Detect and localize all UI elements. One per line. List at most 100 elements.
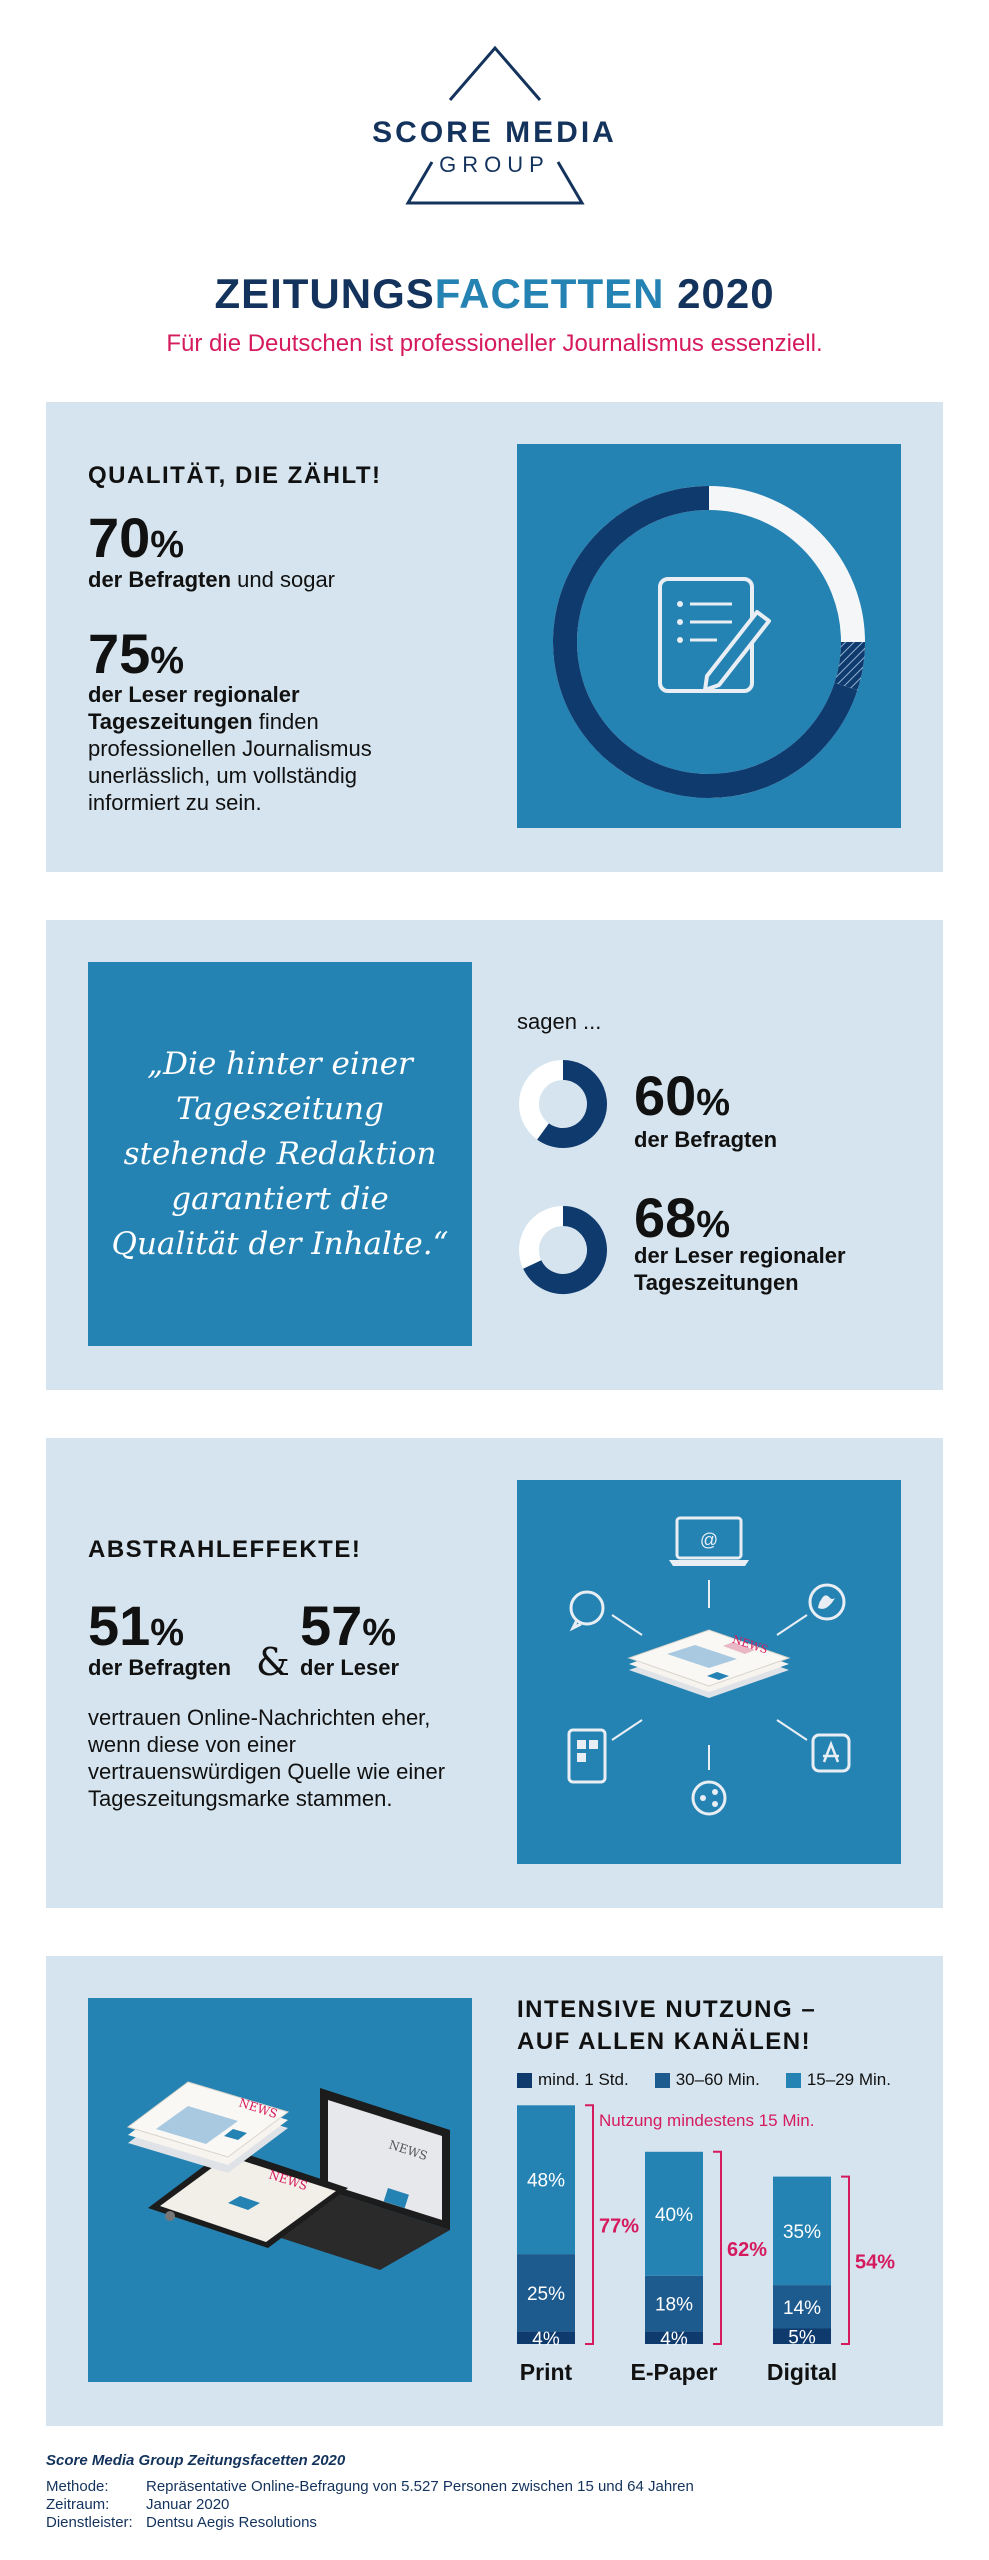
ring-segment-75	[834, 641, 865, 691]
footer-value: Repräsentative Online-Befragung von 5.52…	[146, 2478, 694, 2495]
footer-key: Methode:	[46, 2478, 109, 2495]
stat-68-pct: %	[696, 1204, 731, 1246]
stat-51: 51%	[88, 1598, 184, 1654]
stat-57-label: der Leser	[300, 1655, 400, 1680]
logo-wordmark-sub: GROUP	[439, 152, 550, 177]
stat-60-label: der Befragten	[634, 1127, 778, 1152]
footer-row-provider: Dienstleister: Dentsu Aegis Resolutions	[46, 2514, 317, 2531]
stat-70-rest: und sogar	[231, 567, 336, 592]
stat-70-pct: %	[150, 524, 185, 566]
devices-illustration: NEWS NEWS NEWS	[126, 2081, 450, 2270]
legend-label: 30–60 Min.	[675, 2070, 760, 2089]
usage-title: INTENSIVE NUTZUNG – AUF ALLEN KANÄLEN!	[517, 1994, 816, 2058]
bar-segment-label: 4%	[660, 2329, 688, 2350]
bar-segment-label: 14%	[783, 2298, 821, 2319]
stat-75-pct: %	[150, 640, 185, 682]
legend-item-30-60: 30–60 Min.	[654, 2070, 760, 2090]
stat-68: 68%	[634, 1190, 730, 1246]
donut-60-value	[537, 1060, 607, 1148]
usage-legend: mind. 1 Std. 30–60 Min. 15–29 Min.	[517, 2070, 891, 2090]
page-title: ZEITUNGSFACETTEN 2020	[0, 270, 989, 318]
bar-segment	[773, 2176, 831, 2286]
page-title-part2: FACETTEN	[434, 270, 665, 317]
twitter-icon	[808, 1583, 846, 1621]
stat-75-number: 75	[88, 622, 151, 685]
ampersand: &	[256, 1640, 290, 1684]
footer-key: Zeitraum:	[46, 2496, 110, 2513]
laptop-icon: @	[669, 1516, 749, 1566]
legend-item-1h: mind. 1 Std.	[517, 2070, 629, 2090]
tablet-icon	[567, 1728, 607, 1784]
logo: SCORE MEDIA GROUP	[0, 40, 989, 220]
bar-segment-label: 4%	[532, 2329, 560, 2350]
stat-60: 60%	[634, 1068, 730, 1124]
stat-57-pct: %	[362, 1612, 397, 1654]
bar-segment	[773, 2285, 831, 2329]
legend-label: mind. 1 Std.	[538, 2070, 629, 2089]
quote-box: „Die hinter einer Tageszeitung stehende …	[88, 962, 472, 1346]
bar-segment-label: 18%	[655, 2295, 693, 2316]
legend-swatch	[785, 2072, 801, 2088]
logo-wordmark: SCORE MEDIA	[372, 116, 617, 149]
total-bracket	[585, 2104, 594, 2345]
total-bracket	[841, 2175, 850, 2345]
bar-segment	[517, 2105, 575, 2255]
section-quality-kicker: QUALITÄT, DIE ZÄHLT!	[88, 462, 382, 489]
spillover-body: vertrauen Online-Nachrichten eher, wenn …	[88, 1705, 446, 1811]
bar-segment	[645, 2151, 703, 2276]
bar-segment-label: 35%	[783, 2222, 821, 2243]
footer-key: Dienstleister:	[46, 2514, 133, 2531]
stat-75-rest: finden professionellen Journalismus uner…	[88, 709, 372, 815]
donut-68-value	[523, 1206, 607, 1294]
stat-51-number: 51	[88, 1594, 151, 1657]
quality-ring-box	[517, 444, 901, 828]
stat-51-label: der Befragten	[88, 1655, 232, 1680]
app-store-icon	[811, 1733, 851, 1773]
stat-60-number: 60	[634, 1064, 697, 1127]
bar-segment	[645, 2275, 703, 2332]
legend-item-15-29: 15–29 Min.	[785, 2070, 891, 2090]
footer-row-method: Methode: Repräsentative Online-Befragung …	[46, 2478, 694, 2495]
bar-segment-label: 40%	[655, 2205, 693, 2226]
section-editorial-intro: sagen ...	[517, 1009, 602, 1034]
usage-title-line2: AUF ALLEN KANÄLEN!	[517, 2028, 812, 2055]
stat-57: 57%	[300, 1598, 396, 1654]
footer-title: Score Media Group Zeitungsfacetten 2020	[46, 2452, 346, 2469]
page-title-part3: 2020	[664, 270, 775, 317]
usage-stacked-bar-chart: 4% 25% 48% 77% Print 4% 18% 40% 62% E-Paper 5% 14% 3…	[517, 2104, 895, 2385]
ring-segment-70	[553, 486, 858, 798]
category-label: Print	[520, 2359, 573, 2385]
total-label: 54%	[855, 2251, 895, 2273]
legend-swatch	[517, 2072, 532, 2088]
section-spillover-kicker: ABSTRAHLEFFEKTE!	[88, 1536, 362, 1563]
usage-annotation: Nutzung mindestens 15 Min.	[599, 2111, 814, 2130]
usage-title-line1: INTENSIVE NUTZUNG –	[517, 1996, 817, 2023]
stat-70-number: 70	[88, 506, 151, 569]
stat-51-pct: %	[150, 1612, 185, 1654]
total-label: 77%	[599, 2216, 639, 2238]
stat-75: 75%	[88, 626, 184, 682]
footer-value: Dentsu Aegis Resolutions	[146, 2514, 317, 2531]
logo-triangle-icon	[405, 45, 585, 205]
bar-segment	[517, 2331, 575, 2344]
legend-label: 15–29 Min.	[806, 2070, 891, 2089]
newspaper-stack-icon: NEWS	[126, 2081, 290, 2173]
stat-60-pct: %	[696, 1082, 731, 1124]
bar-segment	[773, 2328, 831, 2344]
stat-68-label: der Leser regionaler Tageszeitungen	[634, 1243, 846, 1295]
laptop-device-icon: NEWS	[250, 2088, 450, 2270]
bar-segment-label: 25%	[527, 2284, 565, 2305]
donut-60	[519, 1060, 607, 1148]
devices-illustration-box: NEWS NEWS NEWS	[88, 1998, 472, 2382]
total-bracket	[713, 2150, 722, 2345]
stat-70-bold: der Befragten	[88, 567, 232, 592]
stat-70: 70%	[88, 510, 184, 566]
footer-row-period: Zeitraum: Januar 2020	[46, 2496, 229, 2513]
donut-68	[519, 1206, 607, 1294]
total-label: 62%	[727, 2239, 767, 2261]
bar-segment	[645, 2331, 703, 2344]
quote-text: „Die hinter einer Tageszeitung stehende …	[111, 1045, 449, 1262]
page-title-part1: ZEITUNGS	[214, 270, 435, 317]
at-sign: @	[700, 1530, 718, 1550]
stat-57-number: 57	[300, 1594, 363, 1657]
